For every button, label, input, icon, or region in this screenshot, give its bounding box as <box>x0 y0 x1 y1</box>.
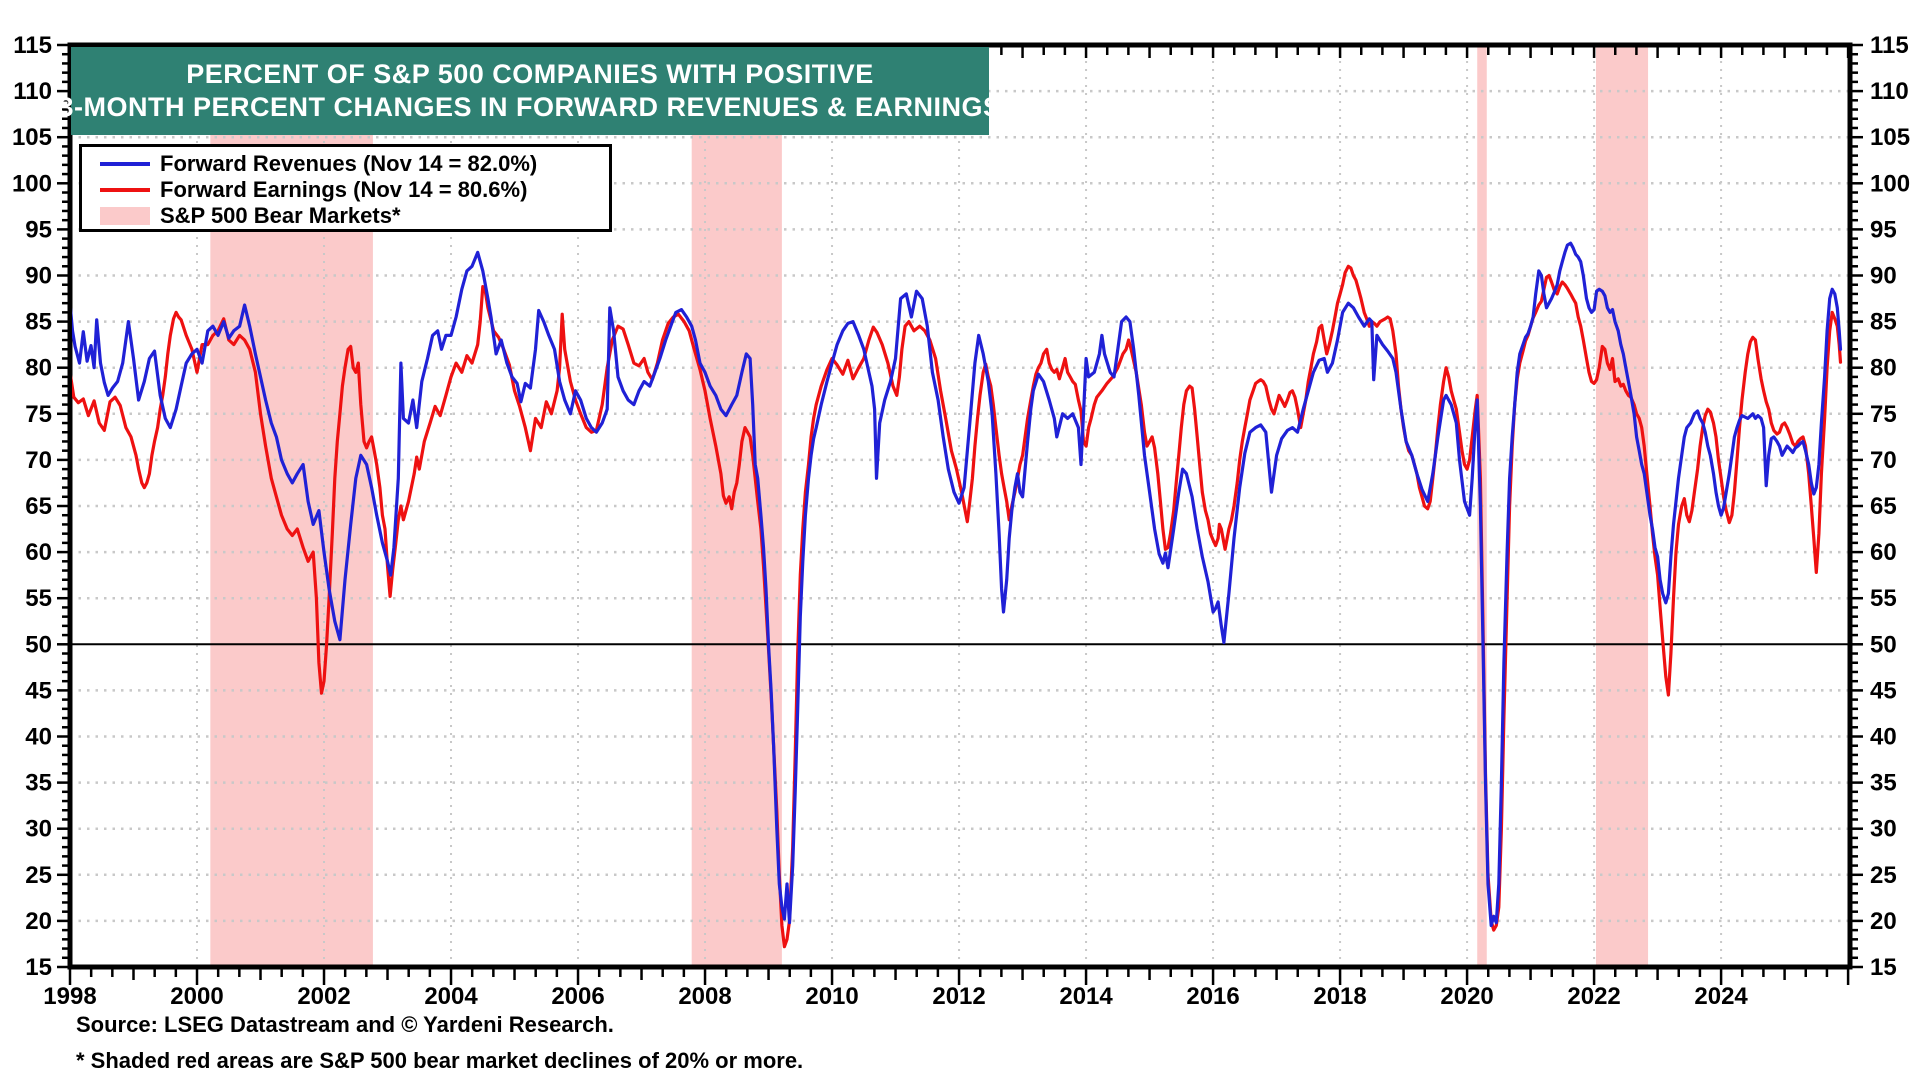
y-axis-label-right: 75 <box>1870 401 1897 428</box>
y-axis-label-right: 50 <box>1870 631 1897 658</box>
y-axis-label-right: 65 <box>1870 493 1897 520</box>
chart-title-line-1: PERCENT OF S&P 500 COMPANIES WITH POSITI… <box>186 59 874 90</box>
y-axis-label-right: 55 <box>1870 585 1897 612</box>
y-axis-label-right: 80 <box>1870 355 1897 382</box>
y-axis-label-right: 105 <box>1870 124 1910 151</box>
x-axis-label: 2010 <box>805 983 858 1010</box>
y-axis-label-right: 115 <box>1870 32 1909 59</box>
x-axis-label: 2012 <box>932 983 985 1010</box>
y-axis-label-left: 25 <box>25 862 52 889</box>
legend: Forward Revenues (Nov 14 = 82.0%) Forwar… <box>79 144 612 232</box>
y-axis-label-right: 90 <box>1870 263 1897 290</box>
y-axis-label-right: 70 <box>1870 447 1897 474</box>
y-axis-label-right: 35 <box>1870 770 1897 797</box>
bear-market-footnote: * Shaded red areas are S&P 500 bear mark… <box>76 1048 804 1073</box>
chart-title: PERCENT OF S&P 500 COMPANIES WITH POSITI… <box>58 47 1001 135</box>
x-axis-label: 2018 <box>1313 983 1366 1010</box>
series-forward-earnings <box>72 264 1843 949</box>
y-axis-label-left: 110 <box>13 78 52 105</box>
x-axis-label: 2024 <box>1694 983 1748 1010</box>
y-axis-label-right: 45 <box>1870 677 1897 704</box>
y-axis-label-right: 85 <box>1870 309 1897 336</box>
y-axis-label-left: 85 <box>25 309 52 336</box>
legend-item-forward-earnings: Forward Earnings (Nov 14 = 80.6%) <box>82 177 609 203</box>
y-axis-label-left: 15 <box>25 954 52 981</box>
x-axis-label: 2020 <box>1440 983 1493 1010</box>
legend-label-forward-earnings: Forward Earnings (Nov 14 = 80.6%) <box>160 177 528 202</box>
y-axis-label-right: 100 <box>1870 170 1910 197</box>
y-axis-label-left: 105 <box>12 124 52 151</box>
legend-line-swatch-revenues <box>100 162 150 166</box>
x-axis-label: 2004 <box>424 983 478 1010</box>
legend-label-forward-revenues: Forward Revenues (Nov 14 = 82.0%) <box>160 151 538 176</box>
y-axis-label-right: 95 <box>1870 216 1897 243</box>
x-axis-label: 2002 <box>297 983 350 1010</box>
x-axis-label: 2014 <box>1059 983 1113 1010</box>
y-axis-label-right: 30 <box>1870 816 1897 843</box>
y-axis-label-left: 90 <box>25 263 52 290</box>
y-axis-label-left: 60 <box>25 539 52 566</box>
y-axis-label-left: 65 <box>25 493 52 520</box>
y-axis-label-left: 35 <box>25 770 52 797</box>
y-axis-label-left: 115 <box>13 32 52 59</box>
y-axis-label-left: 20 <box>25 908 52 935</box>
legend-item-forward-revenues: Forward Revenues (Nov 14 = 82.0%) <box>82 151 609 177</box>
y-axis-label-right: 20 <box>1870 908 1897 935</box>
y-axis-label-left: 45 <box>25 677 52 704</box>
x-axis-label: 1998 <box>43 983 96 1010</box>
x-axis-label: 2000 <box>170 983 223 1010</box>
y-axis-label-right: 15 <box>1870 954 1897 981</box>
y-axis-label-right: 40 <box>1870 724 1897 751</box>
y-axis-label-right: 25 <box>1870 862 1897 889</box>
x-axis-label: 2022 <box>1567 983 1620 1010</box>
series-forward-revenues <box>72 241 1843 928</box>
x-axis-label: 2006 <box>551 983 604 1010</box>
y-axis-label-left: 95 <box>25 216 52 243</box>
y-axis-label-left: 100 <box>12 170 52 197</box>
legend-label-bear-markets: S&P 500 Bear Markets* <box>160 203 401 228</box>
legend-band-swatch-bear-markets <box>100 207 150 225</box>
y-axis-label-left: 55 <box>25 585 52 612</box>
source-note: Source: LSEG Datastream and © Yardeni Re… <box>76 1012 614 1037</box>
y-axis-label-left: 80 <box>25 355 52 382</box>
bear-market-band <box>1595 45 1649 967</box>
plot-frame <box>67 42 1853 970</box>
chart-title-line-2: 3-MONTH PERCENT CHANGES IN FORWARD REVEN… <box>58 92 1002 122</box>
y-axis-label-left: 75 <box>25 401 52 428</box>
y-axis-label-left: 30 <box>25 816 52 843</box>
y-axis-label-right: 60 <box>1870 539 1897 566</box>
legend-line-swatch-earnings <box>100 188 150 192</box>
y-axis-label-right: 110 <box>1870 78 1909 105</box>
x-axis-label: 2016 <box>1186 983 1239 1010</box>
legend-item-bear-markets: S&P 500 Bear Markets* <box>82 203 609 229</box>
y-axis-label-left: 40 <box>25 724 52 751</box>
y-axis-label-left: 50 <box>25 631 52 658</box>
bear-market-band <box>691 45 782 967</box>
x-axis-label: 2008 <box>678 983 731 1010</box>
y-axis-label-left: 70 <box>25 447 52 474</box>
